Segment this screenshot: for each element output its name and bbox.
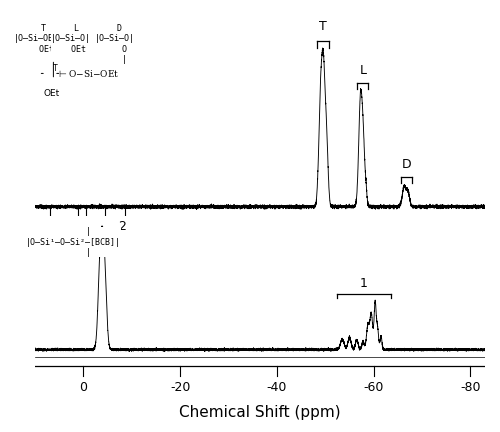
- Text: L
|O‒Si‒O|
   OEt: L |O‒Si‒O| OEt: [52, 24, 92, 54]
- Text: Chemical Shift (ppm): Chemical Shift (ppm): [179, 405, 341, 420]
- Text: D: D: [402, 158, 411, 171]
- Text: L: L: [360, 64, 366, 76]
- Text: T: T: [53, 64, 58, 73]
- Text: |
|O‒Si¹‒O‒Si²‒[BCB]|
      |: | |O‒Si¹‒O‒Si²‒[BCB]| |: [26, 227, 121, 257]
- Text: T: T: [319, 20, 327, 33]
- Text: T
|O‒Si‒OEt|
   OEt: T |O‒Si‒OEt| OEt: [14, 24, 64, 54]
- Text: OEt: OEt: [44, 89, 60, 98]
- Text: D
|O‒Si‒O|
    O
    |: D |O‒Si‒O| O |: [95, 24, 135, 64]
- Text: 2: 2: [118, 220, 126, 233]
- Text: -40: -40: [266, 381, 287, 394]
- Text: -80: -80: [460, 381, 480, 394]
- Text: 1: 1: [360, 276, 368, 289]
- Text: -60: -60: [364, 381, 384, 394]
- Text: -20: -20: [170, 381, 190, 394]
- Text: $\vdash$O$-$Si$-$OEt: $\vdash$O$-$Si$-$OEt: [57, 68, 119, 79]
- Text: 0: 0: [80, 381, 88, 394]
